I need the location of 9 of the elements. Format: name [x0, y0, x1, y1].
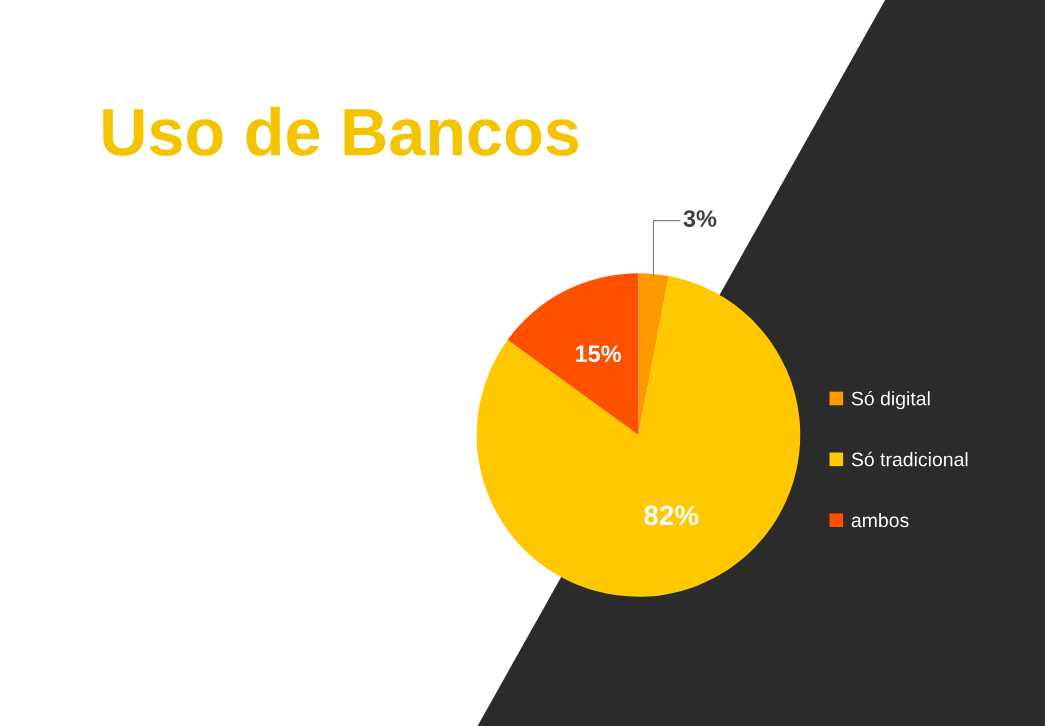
legend-label: ambos [851, 512, 909, 528]
legend-label: Só digital [851, 390, 930, 410]
data-label: 3% [683, 210, 717, 227]
chart-title: Uso de Bancos [103, 106, 579, 156]
pie-slice [476, 276, 801, 597]
data-label: 82% [644, 505, 699, 526]
legend-label: Só tradicional [851, 451, 968, 467]
data-label: 15% [575, 345, 622, 363]
pie-slice [507, 273, 639, 435]
